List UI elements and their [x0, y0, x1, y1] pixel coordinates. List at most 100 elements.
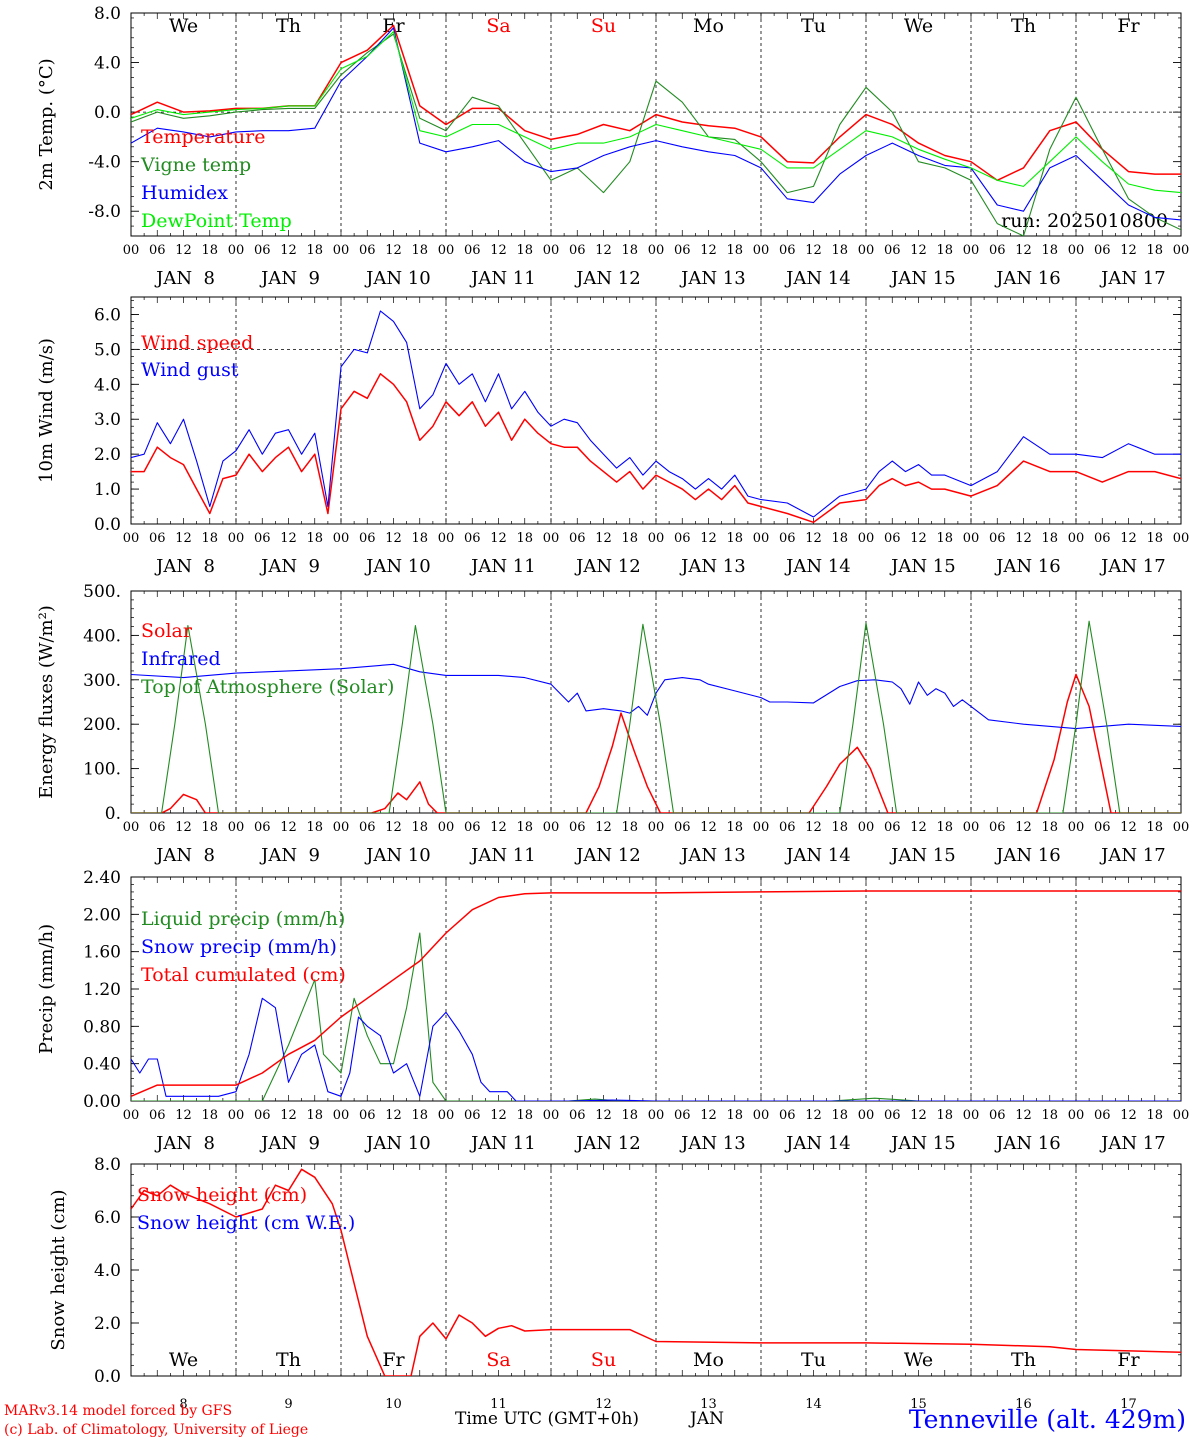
x-hour-label: 00 [228, 531, 245, 546]
y-tick-label: -4.0 [88, 153, 121, 173]
x-hour-label: 18 [516, 820, 533, 835]
x-day-number: 11 [490, 1397, 507, 1412]
y-tick-label: 3.0 [94, 410, 121, 430]
x-hour-label: 00 [648, 531, 665, 546]
y-tick-label: 300. [83, 671, 121, 691]
x-hour-label: 18 [1146, 1108, 1163, 1123]
y-tick-label: 2.00 [83, 905, 121, 925]
x-date-label: JAN 9 [259, 268, 320, 289]
x-hour-label: 18 [1146, 531, 1163, 546]
x-hour-label: 00 [333, 243, 350, 258]
x-hour-label: 06 [674, 243, 691, 258]
x-hour-label: 18 [726, 531, 743, 546]
x-hour-label: 18 [201, 531, 218, 546]
x-hour-label: 12 [280, 243, 297, 258]
x-day-number: 15 [910, 1397, 927, 1412]
weekday-label: Mo [693, 1349, 724, 1371]
x-date-label: JAN 15 [889, 1133, 956, 1154]
x-date-label: JAN 16 [994, 556, 1061, 577]
x-hour-label: 00 [648, 1108, 665, 1123]
x-hour-label: 06 [149, 820, 166, 835]
series-line-temperature [131, 24, 1181, 182]
x-date-label: JAN 12 [574, 268, 641, 289]
series-line-wind-gust [131, 310, 1181, 518]
x-hour-label: 06 [884, 820, 901, 835]
series-group [131, 24, 1181, 236]
x-hour-label: 12 [1120, 1108, 1137, 1123]
x-hour-label: 18 [1041, 1108, 1058, 1123]
x-hour-label: 12 [700, 820, 717, 835]
x-hour-label: 12 [910, 243, 927, 258]
x-date-label: JAN 17 [1099, 1133, 1166, 1154]
legend-entry: Snow height (cm W.E.) [137, 1212, 355, 1234]
y-tick-label: 6.0 [94, 305, 121, 325]
y-tick-label: 1.60 [83, 943, 121, 963]
x-date-label: JAN 12 [574, 556, 641, 577]
x-hour-label: 06 [464, 820, 481, 835]
weekday-label: Su [591, 1349, 616, 1371]
x-hour-label: 06 [884, 531, 901, 546]
x-hour-label: 12 [280, 820, 297, 835]
weekday-label: Fr [382, 1349, 405, 1371]
x-hour-label: 06 [359, 531, 376, 546]
x-hour-label: 06 [254, 243, 271, 258]
x-date-label: JAN 11 [469, 268, 536, 289]
x-hour-label: 06 [674, 531, 691, 546]
x-hour-label: 18 [726, 243, 743, 258]
x-hour-label: 00 [753, 1108, 770, 1123]
x-date-label: JAN 9 [259, 845, 320, 866]
series-line-solar [131, 673, 1181, 813]
x-hour-label: 12 [490, 531, 507, 546]
series-line-infrared [131, 663, 1181, 730]
weekday-label: We [904, 15, 933, 37]
x-hour-label: 00 [123, 1108, 140, 1123]
x-hour-label: 06 [1094, 243, 1111, 258]
x-hour-label: 18 [621, 243, 638, 258]
x-hour-label: 12 [490, 243, 507, 258]
x-hour-label: 18 [726, 820, 743, 835]
legend-entry: DewPoint Temp [141, 210, 292, 232]
x-hour-label-end: 00 [1173, 1108, 1190, 1123]
x-hour-label: 06 [569, 820, 586, 835]
x-date-label: JAN 16 [994, 1133, 1061, 1154]
x-hour-label: 06 [989, 820, 1006, 835]
x-date-label: JAN 8 [154, 556, 215, 577]
weekday-label: We [904, 1349, 933, 1371]
x-hour-label: 00 [123, 531, 140, 546]
x-hour-label: 12 [595, 820, 612, 835]
x-hour-label: 06 [254, 820, 271, 835]
weekday-label: Fr [1117, 15, 1140, 37]
x-hour-label: 06 [1094, 531, 1111, 546]
x-hour-label: 12 [385, 820, 402, 835]
x-hour-label: 00 [858, 820, 875, 835]
y-tick-label: 4.0 [94, 54, 121, 74]
weekday-label: Th [276, 15, 301, 37]
x-day-number: 10 [385, 1397, 402, 1412]
x-hour-label: 00 [648, 243, 665, 258]
y-tick-label: 0. [105, 804, 121, 824]
x-hour-label: 00 [858, 1108, 875, 1123]
x-hour-label: 12 [175, 243, 192, 258]
panel-3: 500. 400. 300. 200. 100. 0. Energy fluxes (W/m… [36, 582, 1190, 866]
y-tick-label: 0.0 [94, 515, 121, 535]
x-hour-label-end: 00 [1173, 820, 1190, 835]
y-axis-label: 10m Wind (m/s) [36, 338, 57, 483]
legend-entry: Temperature [141, 126, 265, 148]
weekday-label: Sa [486, 15, 510, 37]
y-tick-label: 0.00 [83, 1092, 121, 1112]
x-hour-label: 00 [963, 1108, 980, 1123]
x-date-label: JAN 15 [889, 268, 956, 289]
x-hour-label: 06 [359, 243, 376, 258]
series-line-total-cumulated-cm- [131, 890, 1181, 1097]
y-axis-label: 2m Temp. (°C) [36, 58, 57, 190]
weekday-label: Sa [486, 1349, 510, 1371]
x-hour-label: 06 [989, 1108, 1006, 1123]
series-group [131, 310, 1181, 524]
footer: MARv3.14 model forced by GFS (c) Lab. of… [4, 1403, 1186, 1438]
x-date-label: JAN 15 [889, 845, 956, 866]
x-axis-month: JAN [688, 1409, 724, 1429]
x-hour-label: 06 [464, 531, 481, 546]
series-line-liquid-precip-mm-h- [131, 932, 1181, 1101]
run-label: run: 2025010800 [1001, 210, 1168, 232]
